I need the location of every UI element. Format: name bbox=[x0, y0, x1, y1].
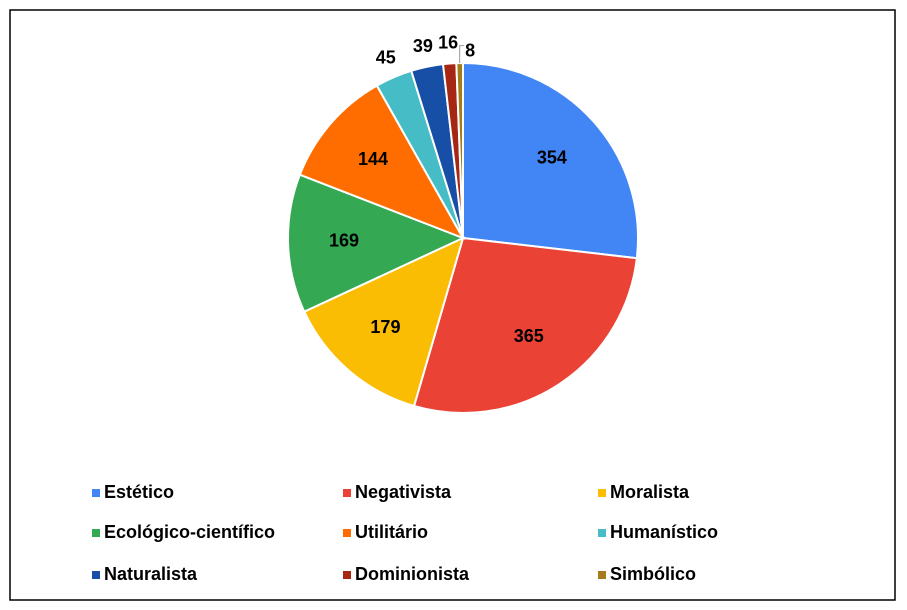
legend-swatch bbox=[343, 529, 351, 537]
legend-swatch bbox=[343, 571, 351, 579]
legend-swatch bbox=[598, 489, 606, 497]
data-label: 8 bbox=[465, 40, 475, 60]
pie-slice bbox=[287, 173, 466, 314]
data-label: 16 bbox=[438, 32, 458, 52]
pie-slice bbox=[298, 84, 466, 240]
legend-swatch bbox=[92, 489, 100, 497]
legend-label: Simbólico bbox=[610, 564, 696, 584]
leader-line bbox=[459, 45, 465, 64]
data-label: 354 bbox=[537, 148, 567, 168]
legend-label: Ecológico-científico bbox=[104, 522, 275, 542]
data-label: 45 bbox=[376, 48, 396, 68]
data-label: 144 bbox=[358, 149, 388, 169]
data-label: 179 bbox=[370, 317, 400, 337]
legend-label: Moralista bbox=[610, 482, 690, 502]
legend-swatch bbox=[92, 571, 100, 579]
legend-swatch bbox=[598, 571, 606, 579]
legend-swatch bbox=[598, 529, 606, 537]
legend-label: Negativista bbox=[355, 482, 452, 502]
legend-label: Estético bbox=[104, 482, 174, 502]
legend-label: Utilitário bbox=[355, 522, 428, 542]
data-label: 365 bbox=[514, 326, 544, 346]
pie-slice bbox=[455, 61, 464, 239]
legend-label: Naturalista bbox=[104, 564, 198, 584]
legend-label: Dominionista bbox=[355, 564, 470, 584]
data-label: 169 bbox=[329, 231, 359, 251]
data-label: 39 bbox=[413, 36, 433, 56]
pie-slice bbox=[412, 236, 638, 414]
pie-slice bbox=[462, 61, 639, 260]
pie-slice bbox=[302, 236, 465, 408]
legend-swatch bbox=[343, 489, 351, 497]
legend-label: Humanístico bbox=[610, 522, 718, 542]
legend-swatch bbox=[92, 529, 100, 537]
